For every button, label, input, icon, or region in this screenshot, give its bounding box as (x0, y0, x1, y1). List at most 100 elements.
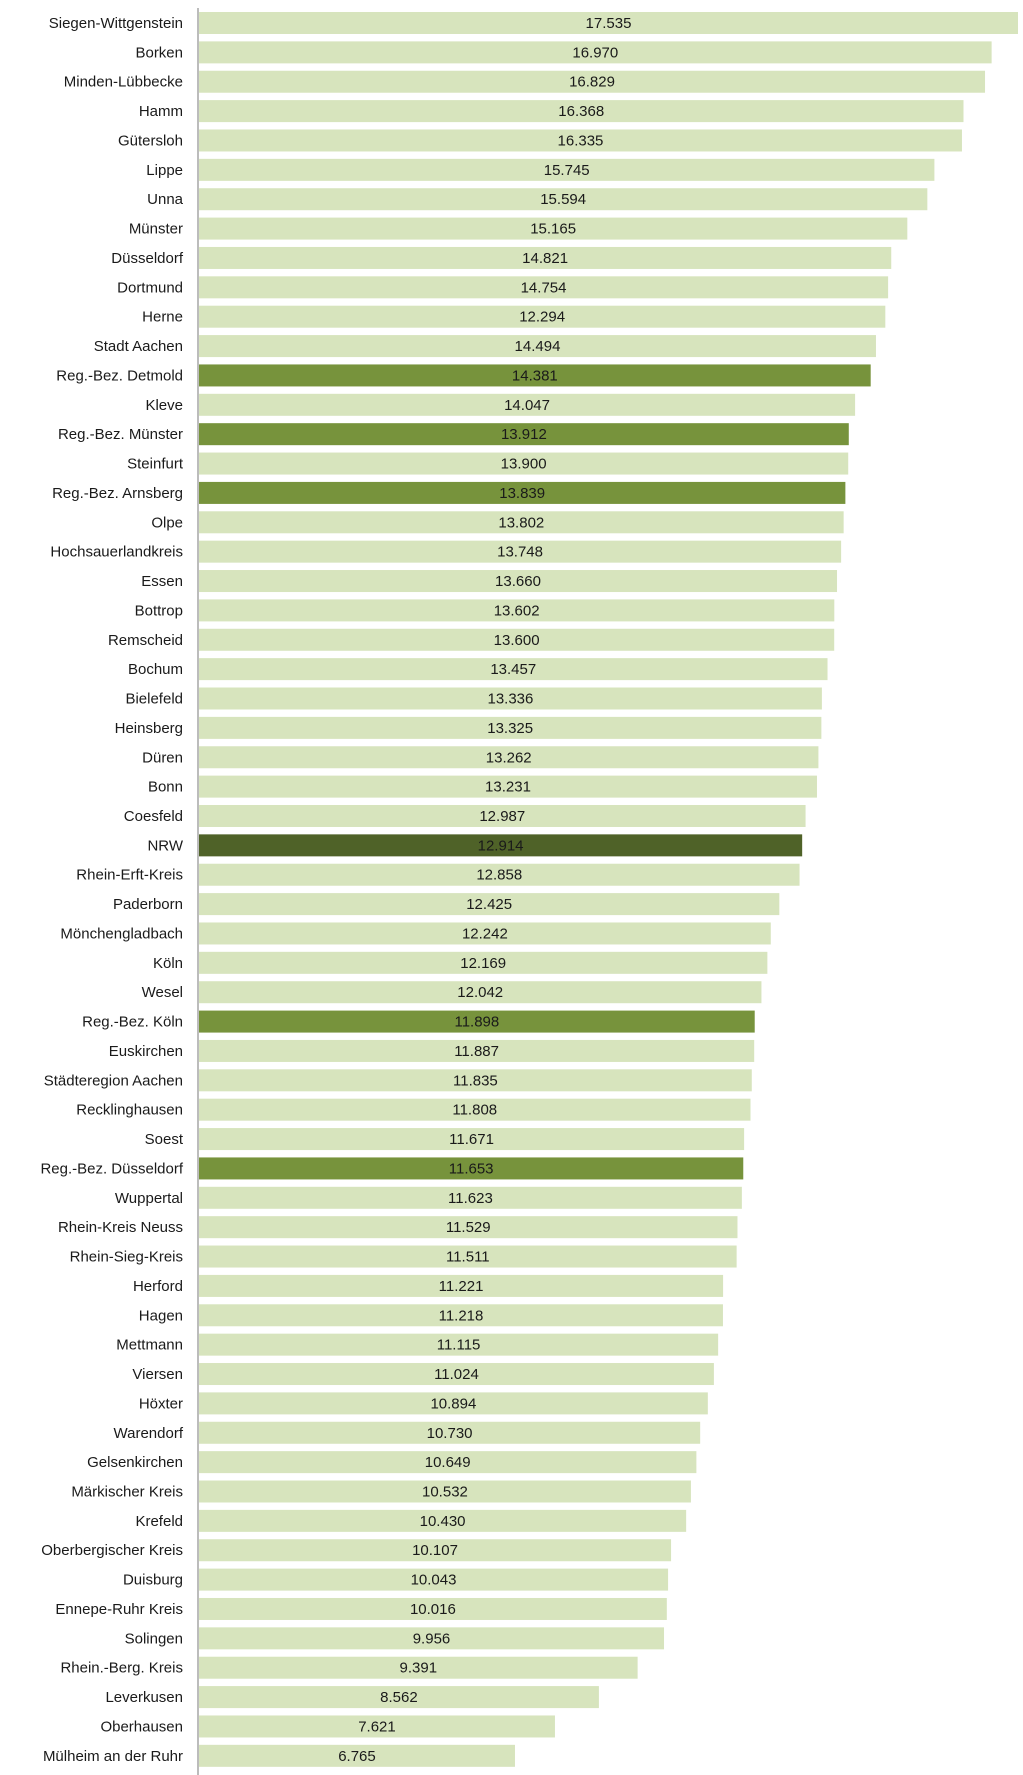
category-label: Düren (142, 749, 183, 766)
bar (199, 129, 962, 152)
bar (199, 1509, 687, 1532)
bar (199, 746, 819, 769)
bar (199, 658, 828, 681)
category-label: Oberbergischer Kreis (41, 1542, 183, 1559)
bar (199, 893, 780, 916)
value-label: 14.494 (515, 338, 561, 355)
category-label: Remscheid (108, 632, 183, 649)
bar (199, 951, 768, 974)
bar (199, 1744, 515, 1767)
bar (199, 1686, 599, 1709)
value-label: 11.887 (454, 1043, 499, 1060)
bar (199, 1333, 719, 1356)
category-label: Olpe (151, 514, 183, 531)
value-label: 11.511 (446, 1249, 490, 1266)
bar (199, 1568, 669, 1591)
category-label: Mettmann (116, 1337, 183, 1354)
category-label: Gütersloh (118, 132, 183, 149)
bar (199, 981, 762, 1004)
category-label: Rhein-Kreis Neuss (58, 1219, 183, 1236)
value-label: 10.730 (427, 1425, 473, 1442)
category-label: Steinfurt (127, 456, 184, 473)
value-label: 16.368 (558, 103, 604, 120)
value-label: 13.325 (487, 720, 533, 737)
category-label: Borken (135, 44, 183, 61)
category-label: Recklinghausen (76, 1102, 183, 1119)
category-label: Städteregion Aachen (44, 1072, 183, 1089)
value-label: 14.047 (504, 397, 550, 414)
category-label: Düsseldorf (111, 250, 184, 267)
category-label: Herne (142, 309, 183, 326)
category-label: Rhein-Erft-Kreis (76, 867, 183, 884)
category-label: Rhein.-Berg. Kreis (60, 1660, 183, 1677)
value-labels-group: 17.535 16.970 16.829 16.368 16.335 15.745 15.5… (338, 15, 631, 1765)
category-label: Krefeld (135, 1513, 183, 1530)
bar (199, 687, 822, 710)
value-label: 10.649 (425, 1454, 471, 1471)
value-label: 10.894 (430, 1395, 476, 1412)
value-label: 14.821 (522, 250, 568, 267)
bar (199, 1010, 755, 1033)
bar (199, 1069, 752, 1092)
category-label: Herford (133, 1278, 183, 1295)
bar (199, 305, 886, 328)
value-label: 11.835 (453, 1072, 498, 1089)
category-label: Reg.-Bez. Münster (58, 426, 183, 443)
bar (199, 1597, 667, 1620)
category-label: Euskirchen (109, 1043, 183, 1060)
value-label: 12.987 (479, 808, 525, 825)
value-label: 11.653 (449, 1160, 494, 1177)
bar (199, 70, 986, 93)
value-label: 12.242 (462, 925, 508, 942)
bar (199, 481, 846, 504)
category-label: Warendorf (114, 1425, 184, 1442)
category-label: Paderborn (113, 896, 183, 913)
bar (199, 100, 964, 123)
bar (199, 599, 835, 622)
value-label: 13.748 (497, 544, 543, 561)
value-label: 11.671 (449, 1131, 494, 1148)
value-label: 15.594 (540, 191, 586, 208)
bar (199, 1715, 555, 1738)
value-label: 10.430 (420, 1513, 466, 1530)
value-label: 11.623 (448, 1190, 493, 1207)
bar (199, 1480, 691, 1503)
value-label: 11.024 (434, 1366, 479, 1383)
value-label: 16.829 (569, 74, 615, 91)
category-label: Hamm (139, 103, 183, 120)
category-label: Münster (129, 221, 183, 238)
bar (199, 775, 817, 798)
category-labels-group: Siegen-Wittgenstein Borken Minden-Lübbecke… (40, 15, 183, 1765)
value-label: 9.391 (400, 1660, 438, 1677)
bar (199, 628, 835, 651)
category-label: Dortmund (117, 279, 183, 296)
category-label: Reg.-Bez. Detmold (56, 367, 183, 384)
category-label: Kleve (145, 397, 183, 414)
value-label: 10.532 (422, 1484, 468, 1501)
category-label: Köln (153, 955, 183, 972)
value-label: 13.262 (486, 749, 532, 766)
bar (199, 364, 871, 387)
value-label: 10.043 (411, 1572, 457, 1589)
value-label: 6.765 (338, 1748, 376, 1765)
category-label: Viersen (132, 1366, 183, 1383)
bar (199, 1539, 672, 1562)
value-label: 8.562 (380, 1689, 418, 1706)
value-label: 13.802 (498, 514, 544, 531)
bar (199, 1304, 723, 1327)
bar (199, 423, 849, 446)
value-label: 11.221 (439, 1278, 484, 1295)
category-label: Soest (145, 1131, 184, 1148)
category-label: Siegen-Wittgenstein (49, 15, 183, 32)
bar (199, 158, 935, 181)
bar (199, 246, 892, 269)
value-label: 11.529 (446, 1219, 491, 1236)
bar (199, 1627, 665, 1650)
bar (199, 188, 928, 211)
category-label: Essen (141, 573, 183, 590)
category-label: Coesfeld (124, 808, 183, 825)
category-label: Duisburg (123, 1572, 183, 1589)
bar (199, 1656, 638, 1679)
category-label: Rhein-Sieg-Kreis (70, 1249, 183, 1266)
value-label: 14.381 (512, 367, 558, 384)
